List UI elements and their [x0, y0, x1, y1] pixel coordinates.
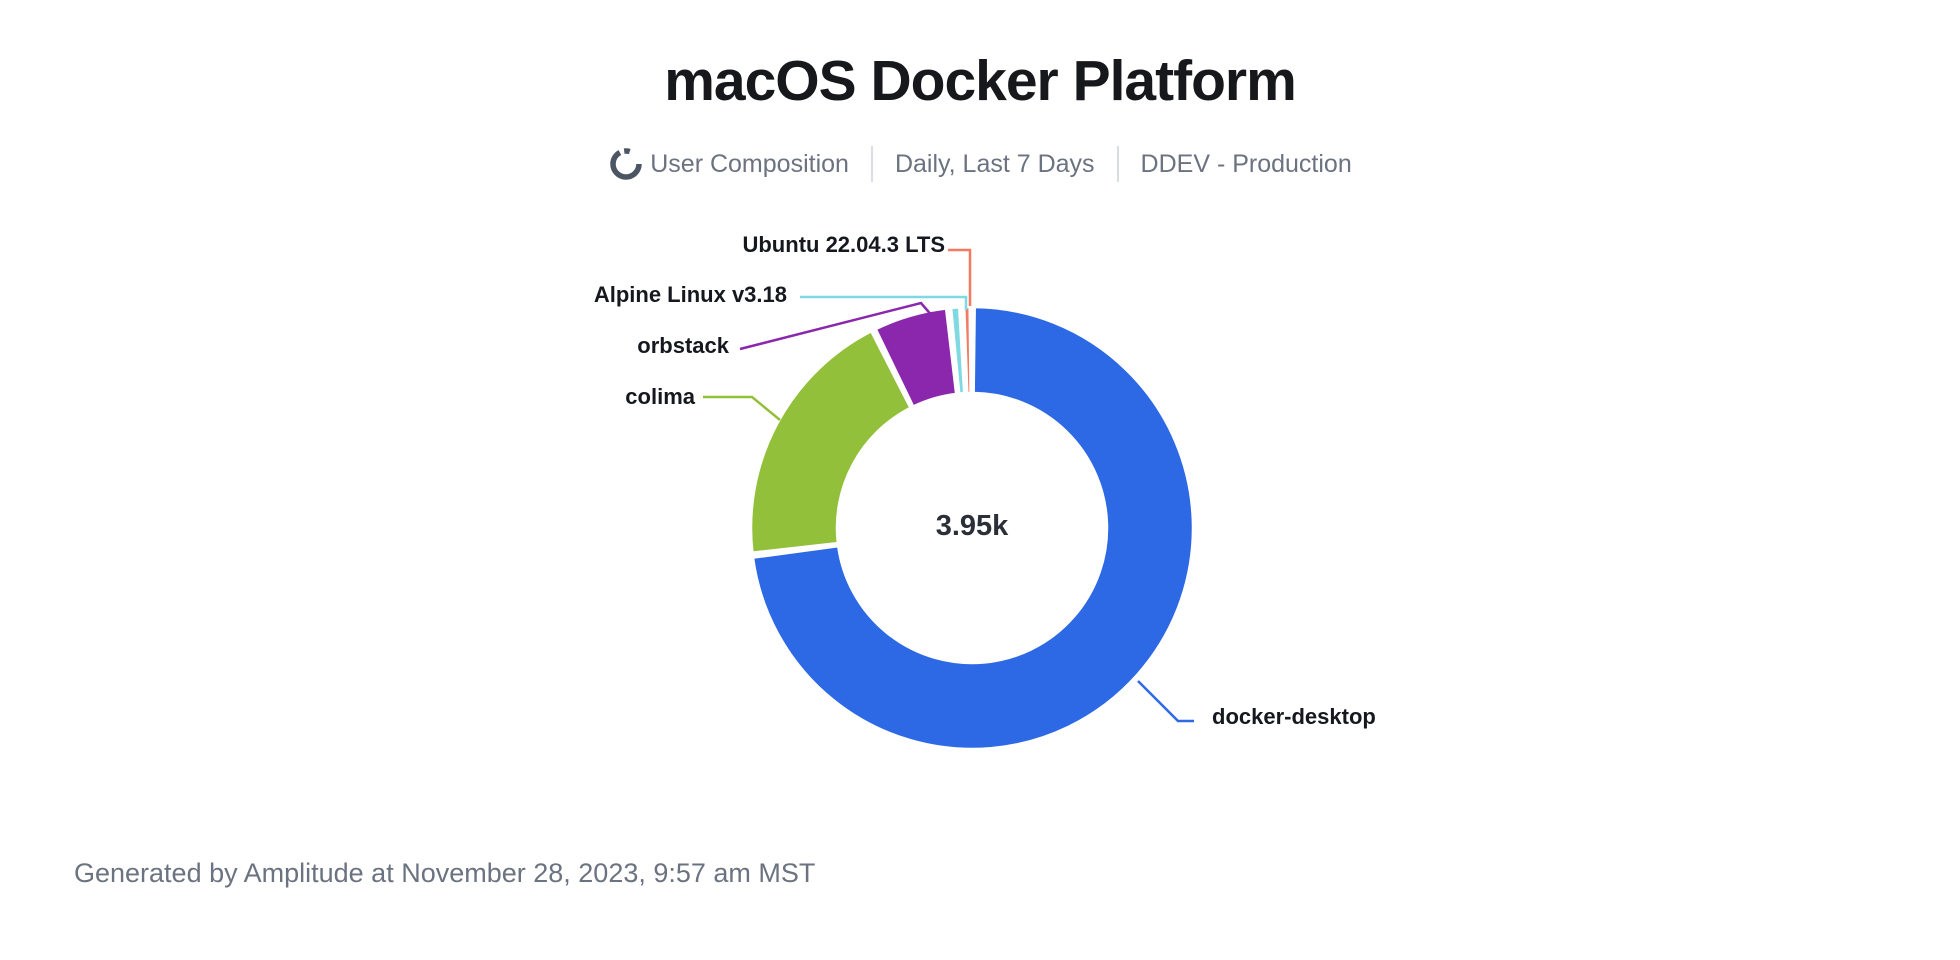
chart-type-label: User Composition: [650, 149, 849, 178]
leader-line-colima: [703, 395, 781, 421]
page-title: macOS Docker Platform: [664, 49, 1297, 113]
donut-slice-alpine-linux-v3-18[interactable]: [949, 306, 966, 395]
generated-by-note: Generated by Amplitude at November 28, 2…: [74, 858, 816, 888]
slice-label-alpine: Alpine Linux v3.18: [593, 282, 787, 307]
date-range-label: Daily, Last 7 Days: [894, 149, 1095, 178]
donut-slice-ubuntu-22-04-3-lts[interactable]: [962, 305, 972, 395]
donut-chart-icon: [610, 148, 642, 180]
leader-line-docker-desktop: [1137, 680, 1194, 723]
slice-label-docker-desktop: docker-desktop: [1212, 704, 1376, 729]
chart-type-group: User Composition: [608, 146, 849, 182]
slice-label-ubuntu: Ubuntu 22.04.3 LTS: [742, 232, 945, 257]
subtitle-divider: [1116, 146, 1119, 182]
chart-subtitle-row: User Composition Daily, Last 7 Days DDEV…: [0, 146, 1960, 182]
donut-slice-docker-desktop[interactable]: [751, 305, 1195, 751]
leader-line-alpine-linux-v3-18: [800, 295, 968, 310]
leader-line-ubuntu-22-04-3-lts: [948, 248, 972, 306]
source-label: DDEV - Production: [1140, 149, 1352, 178]
subtitle-divider: [870, 146, 873, 182]
donut-slice-colima[interactable]: [749, 330, 912, 554]
slice-label-colima: colima: [625, 384, 695, 409]
leader-line-orbstack: [739, 301, 934, 351]
donut-slice-orbstack[interactable]: [874, 307, 958, 408]
donut-center-total: 3.95k: [935, 510, 1009, 542]
slice-label-orbstack: orbstack: [637, 333, 729, 358]
